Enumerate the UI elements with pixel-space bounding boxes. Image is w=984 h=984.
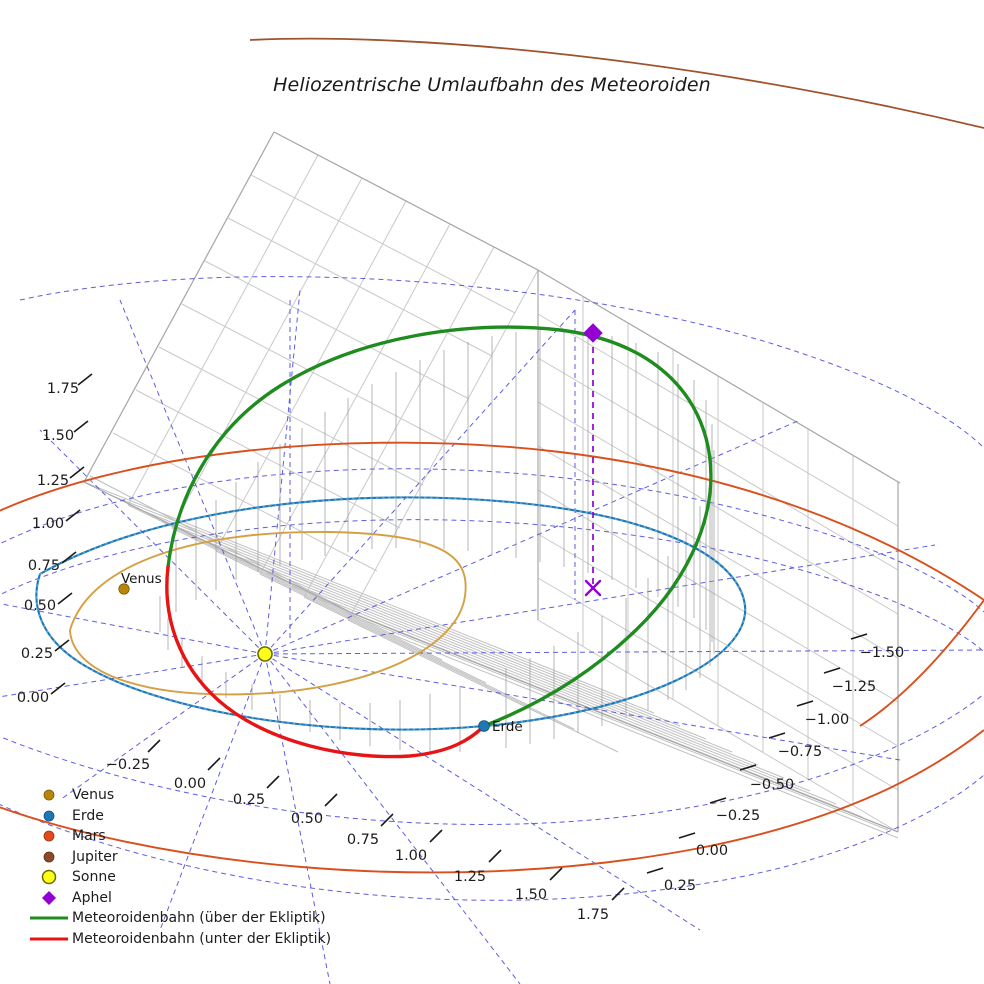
x-tick-label: 1.00 (394, 848, 428, 864)
legend-label: Jupiter (72, 848, 118, 865)
y-tick-label: −0.50 (749, 777, 795, 793)
legend-label: Mars (72, 828, 106, 845)
mars-orbit-path (0, 441, 984, 601)
sonne-marker-icon (26, 867, 72, 887)
orbit-above-line-icon (26, 908, 72, 928)
mars-orbit-path-near (0, 729, 984, 874)
page-title: Heliozentrische Umlaufbahn des Meteoroid… (273, 74, 711, 96)
grid-pane-left (83, 131, 539, 621)
x-tick-label: 0.50 (290, 811, 324, 827)
x-tick-label: 1.75 (576, 907, 610, 923)
legend-item-venus[interactable]: Venus (26, 785, 336, 806)
meteoroid-orbit-below-path (165, 565, 486, 759)
legend-item-sonne[interactable]: Sonne (26, 867, 336, 888)
z-tick-label: 1.25 (36, 473, 70, 489)
aphel-marker-icon (583, 323, 603, 343)
venus-orbit-path (69, 531, 467, 696)
erde-marker-icon (26, 806, 72, 826)
y-tick-label: −1.50 (859, 645, 905, 661)
x-tick-label: 0.00 (173, 776, 207, 792)
z-tick-label: 1.75 (46, 381, 80, 397)
y-tick-label: −0.75 (777, 744, 823, 760)
z-tick-label: 1.00 (31, 516, 65, 532)
meteoroid-orbit-above-path (166, 325, 713, 728)
erde-marker-icon (478, 720, 490, 732)
aphel-marker-icon (26, 888, 72, 908)
orbit-stem-lines (159, 330, 715, 752)
sonne-marker-icon (257, 646, 273, 662)
legend-label: Venus (72, 787, 115, 804)
y-tick-label: −1.00 (804, 712, 850, 728)
legend-item-orbit-below[interactable]: Meteoroidenbahn (unter der Ekliptik) (26, 929, 336, 950)
z-tick-label: 0.75 (27, 558, 61, 574)
legend-label: Sonne (72, 869, 116, 886)
legend: Venus Erde Mars Jupiter Sonne (22, 783, 340, 952)
legend-item-mars[interactable]: Mars (26, 826, 336, 847)
z-tick-label: 0.50 (23, 598, 57, 614)
aphel-projection-x-icon (584, 579, 602, 597)
x-tick-label: 1.25 (453, 869, 487, 885)
y-tick-label: 0.00 (695, 843, 729, 859)
mars-orbit-path-right (859, 599, 984, 727)
x-tick-label: 1.50 (514, 887, 548, 903)
z-tick-label: 0.00 (16, 690, 50, 706)
jupiter-marker-icon (26, 847, 72, 867)
venus-marker-icon (26, 785, 72, 805)
x-tick-label: 0.25 (232, 792, 266, 808)
legend-item-orbit-above[interactable]: Meteoroidenbahn (über der Ekliptik) (26, 908, 336, 929)
mars-marker-icon (26, 826, 72, 846)
y-tick-label: −1.25 (831, 679, 877, 695)
legend-label: Meteoroidenbahn (über der Ekliptik) (72, 910, 326, 927)
legend-label: Meteoroidenbahn (unter der Ekliptik) (72, 930, 332, 947)
z-tick-label: 1.50 (41, 428, 75, 444)
x-tick-label: 0.75 (346, 832, 380, 848)
erde-point-label: Erde (492, 719, 523, 735)
jupiter-orbit-path (249, 37, 984, 129)
legend-item-aphel[interactable]: Aphel (26, 888, 336, 909)
y-tick-label: −0.25 (715, 808, 761, 824)
x-tick-label: −0.25 (105, 757, 151, 773)
legend-item-erde[interactable]: Erde (26, 806, 336, 827)
legend-item-jupiter[interactable]: Jupiter (26, 847, 336, 868)
legend-label: Aphel (72, 889, 112, 906)
orbit-below-line-icon (26, 929, 72, 949)
axis-ticks (50, 373, 868, 901)
venus-marker-icon (118, 583, 130, 595)
z-tick-label: 0.25 (20, 646, 54, 662)
y-tick-label: 0.25 (663, 878, 697, 894)
erde-orbit-path-dotted (35, 496, 747, 731)
legend-label: Erde (72, 807, 104, 824)
venus-point-label: Venus (121, 571, 162, 587)
